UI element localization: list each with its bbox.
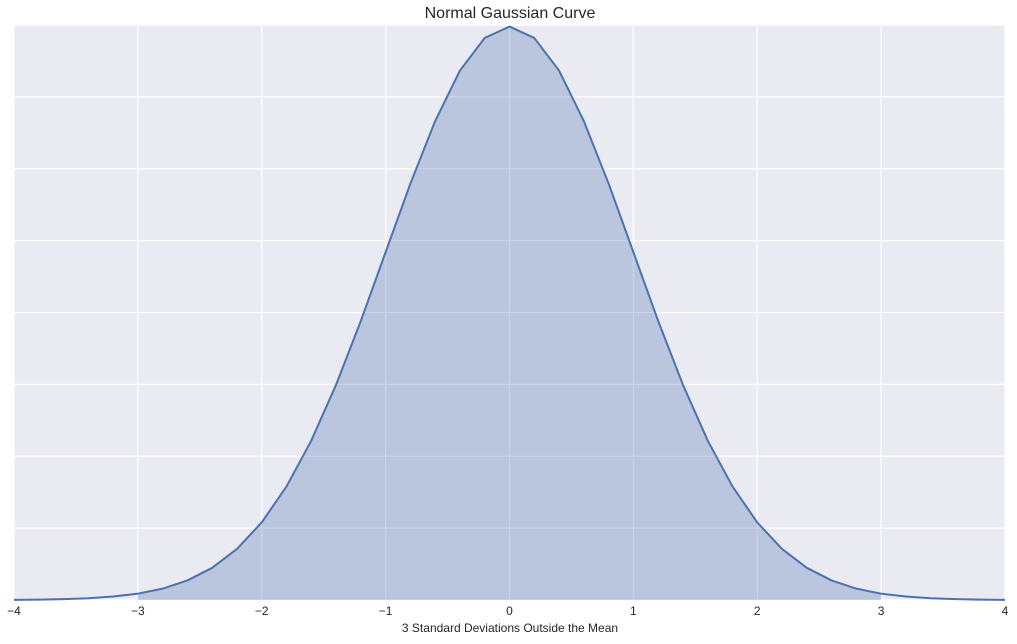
x-tick-label: 1 [630,604,637,618]
chart-title: Normal Gaussian Curve [425,5,596,22]
x-tick-label: −4 [7,604,21,618]
x-tick-label: −3 [131,604,145,618]
x-tick-label: −1 [379,604,393,618]
x-tick-label: 4 [1002,604,1009,618]
x-axis-label: 3 Standard Deviations Outside the Mean [402,621,618,635]
x-tick-label: 2 [754,604,761,618]
area-fill [137,26,882,600]
curve-line [13,25,1006,601]
x-tick-label: 3 [878,604,885,618]
x-tick-label: 0 [506,604,513,618]
x-tick-label: −2 [255,604,269,618]
